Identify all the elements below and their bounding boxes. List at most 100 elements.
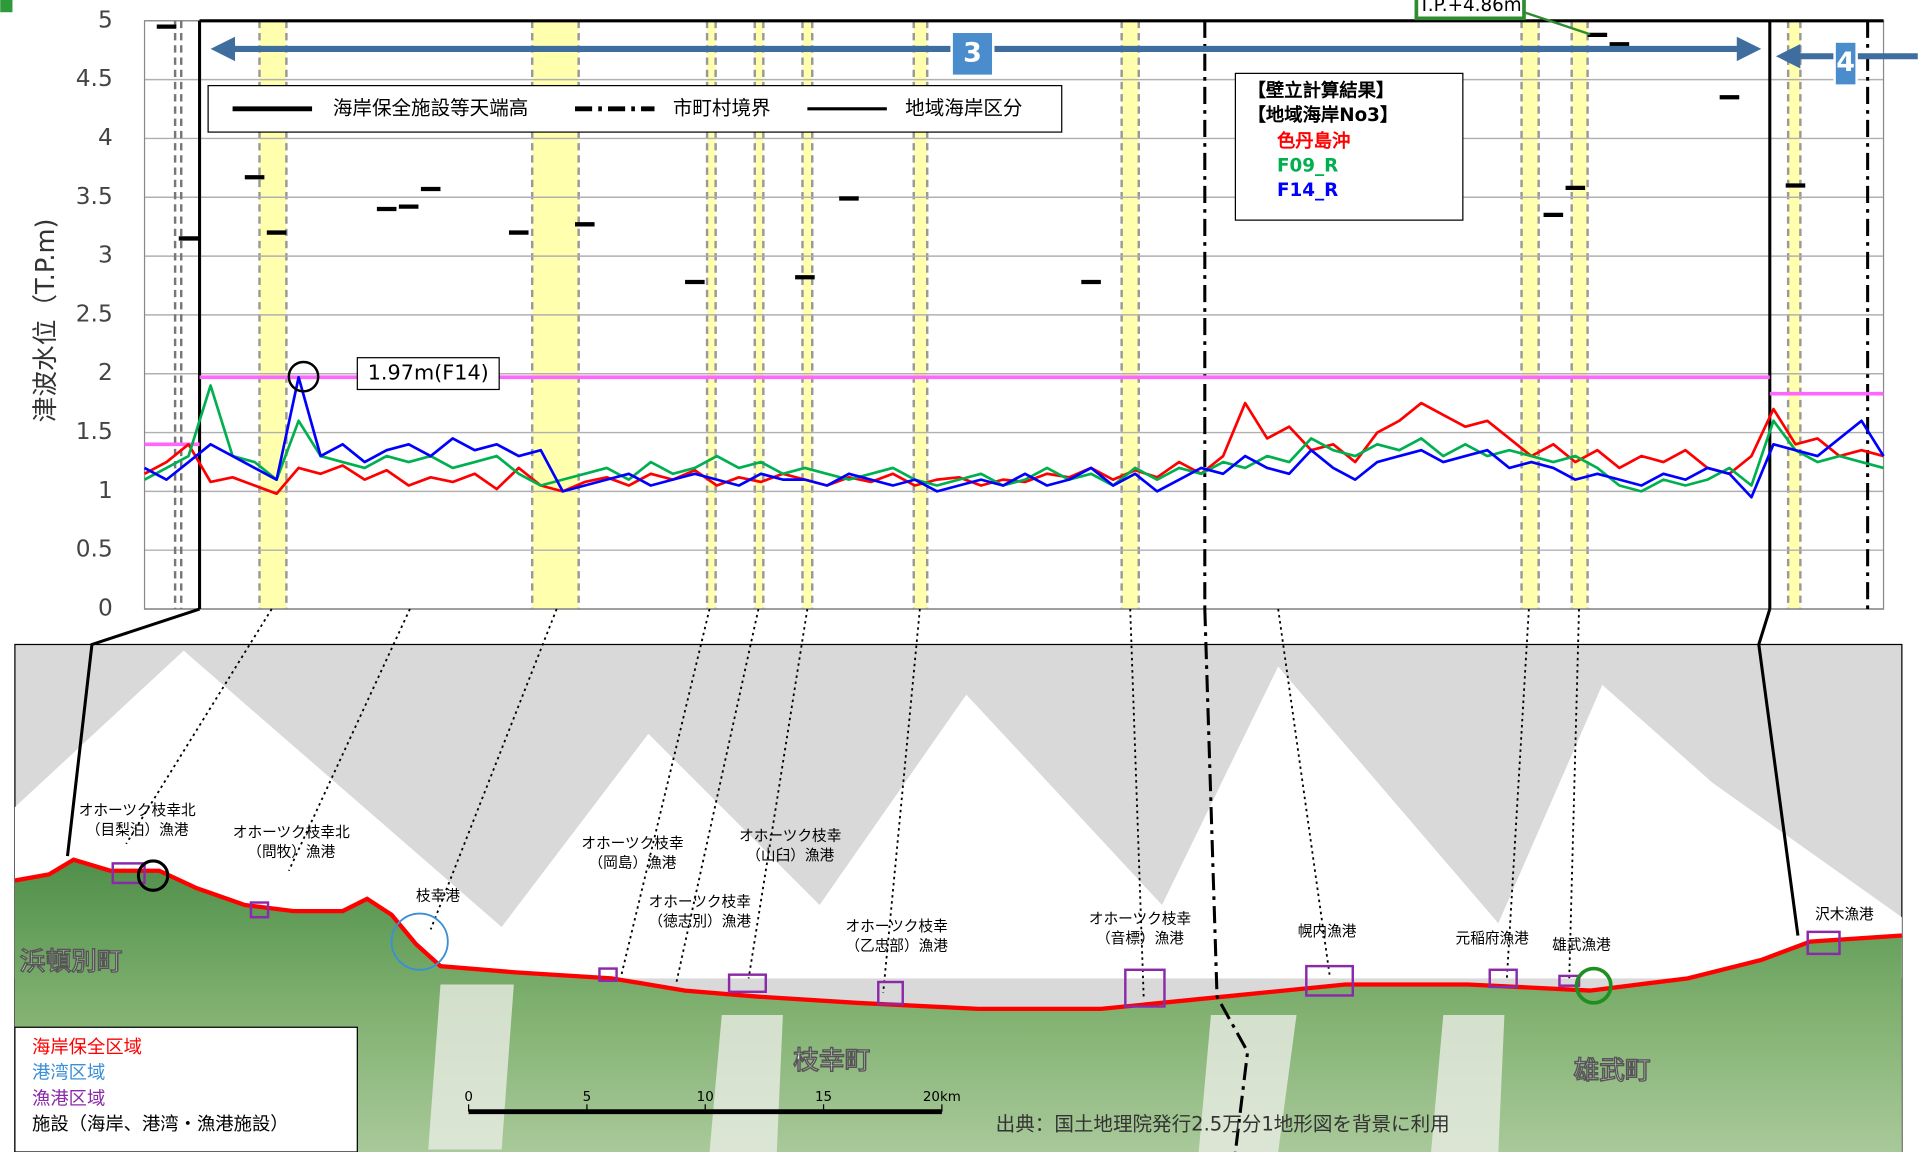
valley: [428, 984, 514, 1150]
scale-label: 10: [697, 1090, 714, 1105]
port-connector: [1568, 608, 1580, 979]
peak-circle: [287, 360, 320, 393]
port-area: [727, 973, 767, 994]
y-tick-label: 2.5: [76, 300, 113, 327]
port-area: [1806, 930, 1841, 956]
port-label: （徳志別）漁港: [648, 913, 751, 930]
port-connector: [288, 608, 411, 872]
legend-label: 海岸保全施設等天端高: [333, 96, 528, 119]
result-title: 【地域海岸No3】: [1248, 104, 1399, 126]
result-box: [1234, 72, 1464, 221]
scale-label: 15: [815, 1090, 832, 1105]
scale-label: 20km: [923, 1090, 961, 1105]
port-label: 枝幸港: [416, 887, 460, 904]
scale-label: 5: [583, 1090, 592, 1105]
port-area: [598, 967, 618, 983]
port-label: 雄武漁港: [1552, 936, 1611, 953]
port-label: オホーツク枝幸: [739, 827, 841, 844]
port-connector: [675, 608, 760, 983]
port-label: オホーツク枝幸: [845, 918, 947, 935]
zone-label: 4: [1836, 47, 1855, 78]
map-legend-box: [14, 1026, 358, 1152]
highlight: [1574, 966, 1613, 1005]
legend-label: 市町村境界: [673, 96, 771, 119]
zone-box: [1833, 40, 1858, 87]
highlight: [136, 859, 170, 892]
port-area: [877, 980, 904, 1006]
result-title: 【壁立計算結果】: [1248, 80, 1395, 102]
map: オホーツク枝幸北（目梨泊）漁港 オホーツク枝幸北（問牧）漁港枝幸港オホーツク枝幸（…: [14, 607, 1903, 1152]
arrow-head: [1736, 36, 1762, 62]
zone-box: [950, 30, 995, 78]
port-connector: [429, 608, 558, 930]
arrow-head: [210, 36, 236, 62]
map-legend-label: 施設（海岸、港湾・漁港施設）: [32, 1114, 289, 1135]
y-tick-label: 0.5: [76, 536, 113, 563]
legend-label: 地域海岸区分: [905, 96, 1022, 119]
zone-label: 3: [963, 37, 982, 68]
source-note: 出典：国土地理院発行2.5万分1地形図を背景に利用: [996, 1113, 1450, 1136]
port-label: 元稲府漁港: [1456, 930, 1530, 947]
port-label: （問牧）漁港: [247, 843, 335, 860]
valley: [1431, 1015, 1505, 1152]
port-area: [1124, 968, 1166, 1008]
y-tick-label: 1: [98, 477, 113, 504]
scale-label: 0: [464, 1090, 473, 1105]
port-label: （乙忠部）漁港: [845, 938, 948, 955]
y-tick-label: 1.5: [76, 418, 113, 445]
y-tick-label: 3: [98, 242, 113, 269]
port-label: オホーツク枝幸: [1089, 911, 1191, 928]
map-legend-label: 海岸保全区域: [32, 1037, 142, 1058]
port-connector: [620, 608, 711, 975]
town-boundary-map: [1203, 608, 1250, 1152]
arrow-head: [1775, 44, 1801, 69]
result-series: 色丹島沖: [1277, 130, 1350, 152]
result-series: F14_R: [1277, 180, 1338, 201]
y-tick-label: 3.5: [76, 183, 113, 210]
series-line: [143, 375, 1885, 499]
harbor-area: [390, 912, 449, 971]
y-axis-label: 津波水位（T.P.m): [31, 218, 61, 422]
y-tick-label: 0: [98, 595, 113, 622]
tp-leader: [1523, 11, 1591, 36]
port-connector: [1505, 608, 1530, 979]
town-label: 浜頓別町: [20, 947, 123, 977]
region-line: [65, 607, 201, 857]
port-area: [1305, 964, 1355, 997]
port-label: オホーツク枝幸北: [233, 824, 350, 841]
map-legend-label: 漁港区域: [32, 1088, 105, 1109]
port-label: （音標）漁港: [1096, 930, 1184, 947]
tp-label: T.P.+4.86m: [1418, 0, 1522, 16]
port-label: オホーツク枝幸北: [79, 802, 196, 819]
y-tick-label: 5: [98, 6, 113, 33]
port-label: オホーツク枝幸: [581, 835, 683, 852]
port-label: オホーツク枝幸: [649, 894, 751, 911]
port-connector: [1277, 608, 1331, 975]
y-tick-label: 2: [98, 359, 113, 386]
sea: [14, 650, 1902, 979]
port-label: 幌内漁港: [1298, 923, 1357, 940]
town-label: 雄武町: [1573, 1056, 1651, 1086]
port-label: （目梨泊）漁港: [86, 821, 189, 838]
reference-label-box: [356, 357, 500, 391]
port-area: [1488, 968, 1518, 989]
y-tick-label: 4: [98, 124, 113, 151]
corner-mark: [0, 0, 13, 13]
town-label: 枝幸町: [793, 1046, 870, 1076]
port-label: （山臼）漁港: [746, 847, 834, 864]
result-series: F09_R: [1277, 155, 1338, 176]
port-area: [249, 901, 270, 919]
port-connector: [747, 608, 809, 979]
region-line: [1757, 608, 1800, 936]
port-label: （岡島）漁港: [589, 854, 677, 871]
port-label: 沢木漁港: [1815, 906, 1874, 923]
port-area: [111, 862, 146, 885]
coastline: [14, 857, 1903, 1012]
valley: [1198, 1015, 1297, 1152]
valley: [709, 1015, 783, 1152]
map-legend-label: 港湾区域: [32, 1063, 105, 1084]
y-tick-label: 4.5: [76, 65, 113, 92]
reference-label: 1.97m(F14): [368, 361, 489, 385]
series-line: [143, 384, 1884, 493]
